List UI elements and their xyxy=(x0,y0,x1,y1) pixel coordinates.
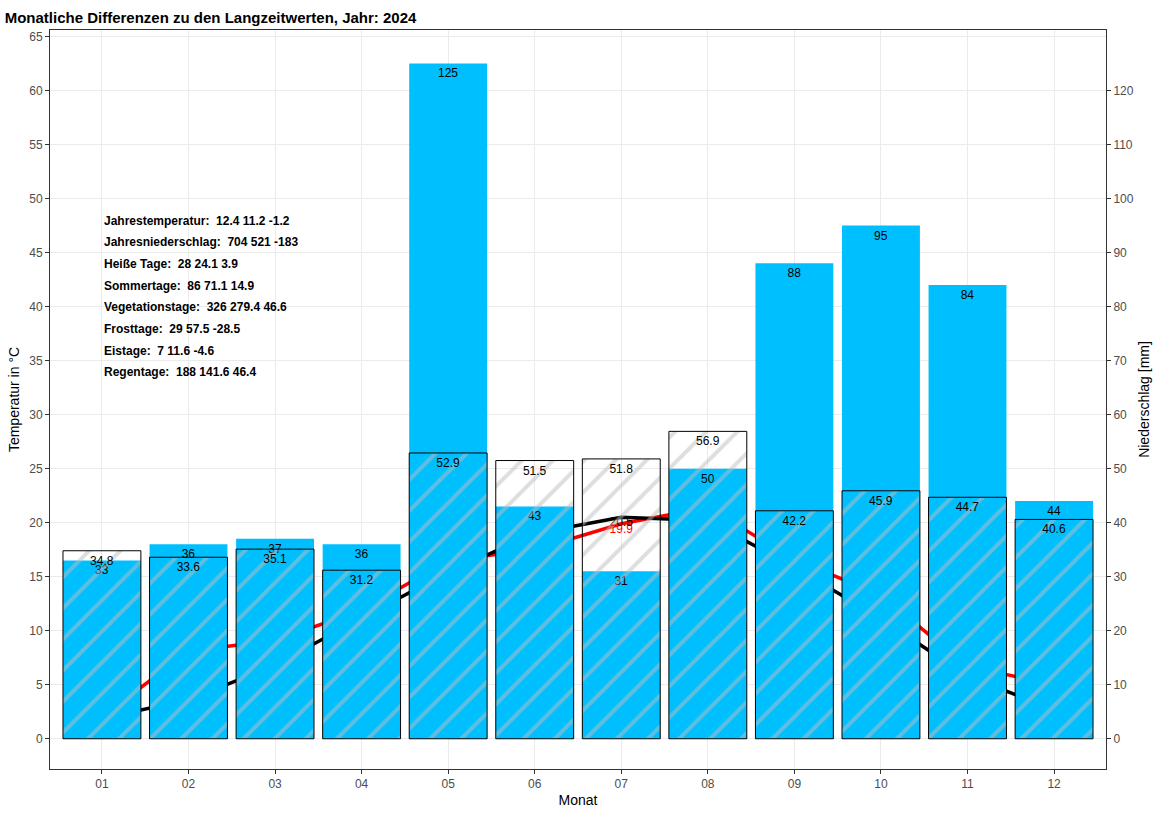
svg-text:2.7: 2.7 xyxy=(1046,708,1063,722)
svg-text:90: 90 xyxy=(1113,246,1127,260)
svg-text:08: 08 xyxy=(701,777,715,791)
svg-text:25: 25 xyxy=(29,462,43,476)
svg-text:42.2: 42.2 xyxy=(783,514,807,528)
svg-text:11.2: 11.2 xyxy=(350,616,373,630)
svg-text:05: 05 xyxy=(441,777,455,791)
svg-text:51.8: 51.8 xyxy=(609,462,633,476)
svg-text:02: 02 xyxy=(182,777,196,791)
svg-text:37: 37 xyxy=(268,542,282,556)
svg-text:125: 125 xyxy=(438,66,458,80)
svg-text:50: 50 xyxy=(1113,462,1127,476)
svg-text:30: 30 xyxy=(29,408,43,422)
svg-text:44.7: 44.7 xyxy=(956,500,980,514)
svg-text:11.1: 11.1 xyxy=(870,617,893,631)
svg-text:31.2: 31.2 xyxy=(350,573,374,587)
svg-text:Regentage: 188 141.6 46.4: Regentage: 188 141.6 46.4 xyxy=(104,365,256,379)
svg-text:10: 10 xyxy=(29,624,43,638)
svg-text:31: 31 xyxy=(614,574,628,588)
svg-text:17.5: 17.5 xyxy=(523,548,547,562)
svg-text:34.8: 34.8 xyxy=(90,554,114,568)
svg-text:16.5: 16.5 xyxy=(436,558,460,572)
svg-text:44: 44 xyxy=(1047,504,1061,518)
svg-text:40: 40 xyxy=(29,300,43,314)
svg-text:45.9: 45.9 xyxy=(869,494,893,508)
svg-text:13.3: 13.3 xyxy=(869,593,893,607)
svg-text:Jahresniederschlag: 704 521 -: Jahresniederschlag: 704 521 -183 xyxy=(104,235,298,249)
svg-text:50: 50 xyxy=(29,192,43,206)
svg-text:Heiße Tage: 28 24.1 3.9: Heiße Tage: 28 24.1 3.9 xyxy=(104,257,238,271)
svg-text:12: 12 xyxy=(1047,777,1061,791)
svg-text:20.5: 20.5 xyxy=(610,515,634,529)
svg-text:60: 60 xyxy=(29,84,43,98)
svg-text:21.4: 21.4 xyxy=(696,506,720,520)
svg-text:120: 120 xyxy=(1113,84,1133,98)
svg-text:0: 0 xyxy=(1113,732,1120,746)
svg-text:Vegetationstage: 326 279.4 46: Vegetationstage: 326 279.4 46.6 xyxy=(104,300,287,314)
svg-text:95: 95 xyxy=(874,229,888,243)
svg-text:0: 0 xyxy=(36,732,43,746)
svg-text:33.6: 33.6 xyxy=(177,560,201,574)
svg-text:20: 20 xyxy=(1113,624,1127,638)
svg-text:20.2: 20.2 xyxy=(696,519,720,533)
svg-text:5: 5 xyxy=(1051,683,1058,697)
svg-text:Jahrestemperatur: 12.4 11.2 -: Jahrestemperatur: 12.4 11.2 -1.2 xyxy=(104,214,290,228)
svg-text:Frosttage: 29 57.5 -28.5: Frosttage: 29 57.5 -28.5 xyxy=(104,322,240,336)
svg-text:Temperatur in °C: Temperatur in °C xyxy=(6,347,22,452)
svg-text:45: 45 xyxy=(29,246,43,260)
svg-text:16.6: 16.6 xyxy=(783,557,807,571)
svg-text:51.5: 51.5 xyxy=(523,464,547,478)
svg-text:43: 43 xyxy=(528,509,542,523)
svg-text:15.4: 15.4 xyxy=(436,570,460,584)
svg-text:Niederschlag [mm]: Niederschlag [mm] xyxy=(1136,341,1152,458)
svg-text:30: 30 xyxy=(1113,570,1127,584)
svg-text:8.1: 8.1 xyxy=(180,649,197,663)
svg-text:3.6: 3.6 xyxy=(180,698,197,712)
svg-text:10: 10 xyxy=(1113,678,1127,692)
svg-text:40.6: 40.6 xyxy=(1042,522,1066,536)
svg-text:55: 55 xyxy=(29,138,43,152)
svg-text:10: 10 xyxy=(874,777,888,791)
svg-text:65: 65 xyxy=(29,30,43,44)
svg-text:70: 70 xyxy=(1113,354,1127,368)
svg-text:56.9: 56.9 xyxy=(696,434,720,448)
svg-text:Sommertage: 86 71.1 14.9: Sommertage: 86 71.1 14.9 xyxy=(104,279,254,293)
svg-text:Monatliche Differenzen zu den: Monatliche Differenzen zu den Langzeitwe… xyxy=(5,9,417,26)
svg-text:80: 80 xyxy=(1113,300,1127,314)
svg-text:60: 60 xyxy=(1113,408,1127,422)
svg-text:35.1: 35.1 xyxy=(263,552,287,566)
svg-text:09: 09 xyxy=(788,777,802,791)
svg-text:1.9: 1.9 xyxy=(94,716,111,730)
svg-text:07: 07 xyxy=(615,777,629,791)
svg-text:15: 15 xyxy=(29,570,43,584)
svg-text:88: 88 xyxy=(788,266,802,280)
svg-text:40: 40 xyxy=(1113,516,1127,530)
svg-text:50: 50 xyxy=(701,472,715,486)
svg-text:35: 35 xyxy=(29,354,43,368)
svg-text:5: 5 xyxy=(36,678,43,692)
svg-text:100: 100 xyxy=(1113,192,1133,206)
svg-text:15.9: 15.9 xyxy=(783,565,807,579)
svg-text:Eistage: 7 11.6 -4.6: Eistage: 7 11.6 -4.6 xyxy=(104,344,214,358)
svg-text:6.7: 6.7 xyxy=(959,664,976,678)
svg-text:19.9: 19.9 xyxy=(610,522,634,536)
svg-text:110: 110 xyxy=(1113,138,1132,152)
svg-text:11: 11 xyxy=(961,777,974,791)
svg-text:03: 03 xyxy=(268,777,282,791)
svg-text:84: 84 xyxy=(961,288,975,302)
svg-text:20: 20 xyxy=(29,516,43,530)
svg-text:19: 19 xyxy=(528,531,542,545)
svg-text:11.9: 11.9 xyxy=(350,608,373,622)
svg-text:01: 01 xyxy=(95,777,109,791)
svg-text:06: 06 xyxy=(528,777,542,791)
svg-text:Monat: Monat xyxy=(559,792,598,808)
svg-text:36: 36 xyxy=(355,547,369,561)
svg-text:33: 33 xyxy=(95,563,109,577)
svg-text:9.1: 9.1 xyxy=(267,638,284,652)
svg-text:52.9: 52.9 xyxy=(436,456,460,470)
svg-text:2: 2 xyxy=(99,715,106,729)
svg-text:36: 36 xyxy=(182,547,196,561)
svg-text:04: 04 xyxy=(355,777,369,791)
svg-text:5.8: 5.8 xyxy=(959,674,976,688)
svg-text:6.8: 6.8 xyxy=(267,663,284,677)
